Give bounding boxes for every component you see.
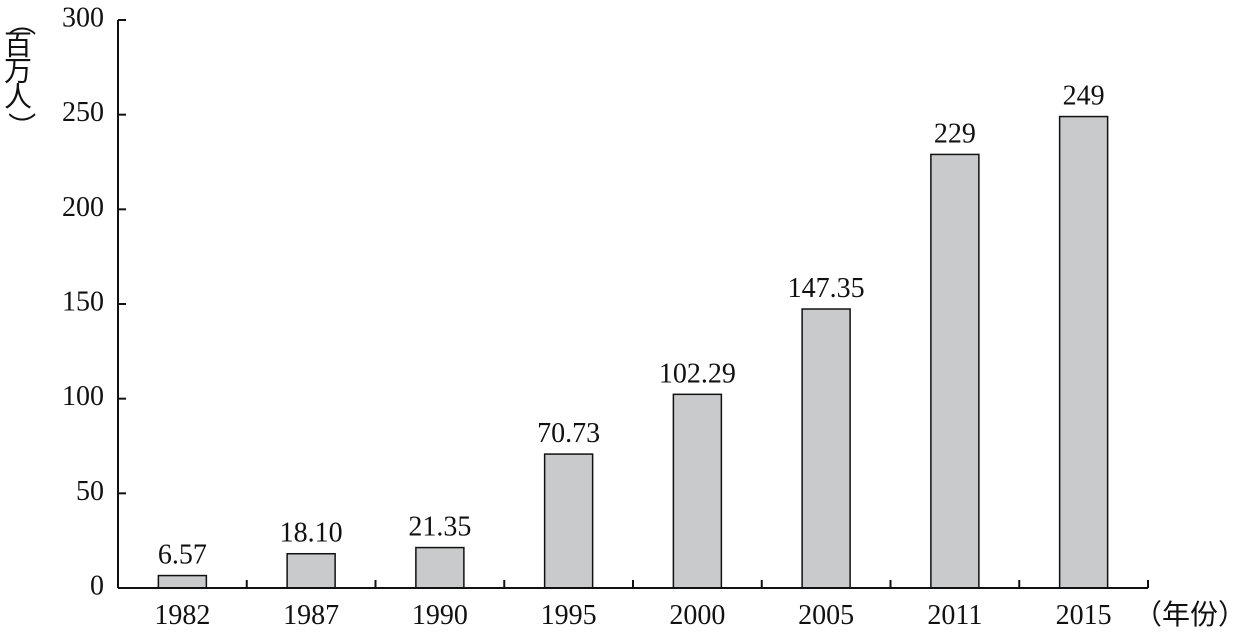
- y-tick-label: 50: [76, 476, 104, 507]
- data-label-1995: 70.73: [537, 418, 600, 449]
- bars-group: [157, 115, 1109, 589]
- x-axis-ticks: 1982 1987 1990 1995 2000 2005 2011 2015: [154, 580, 1149, 631]
- data-label-2011: 229: [934, 118, 976, 149]
- y-tick-label: 0: [90, 570, 104, 601]
- x-tick-label-2015: 2015: [1056, 600, 1112, 631]
- y-axis-ticks: 0 50 100 150 200 250 300: [62, 2, 126, 601]
- x-tick-label-2011: 2011: [927, 600, 982, 631]
- y-axis-title: （百万人）: [4, 8, 37, 140]
- y-axis-title-char: 百: [4, 30, 32, 61]
- y-axis-title-char: （: [5, 8, 37, 36]
- data-label-1990: 21.35: [408, 512, 471, 543]
- bar-1987: [286, 552, 336, 589]
- bar-1995: [543, 453, 594, 589]
- x-tick-label-1982: 1982: [154, 600, 210, 631]
- data-label-2015: 249: [1063, 81, 1105, 112]
- data-label-2005: 147.35: [788, 273, 865, 304]
- x-tick-label-1987: 1987: [283, 600, 339, 631]
- bar-2005: [801, 308, 851, 589]
- data-labels-group: 6.57 18.10 21.35 70.73 102.29 147.35 229 249: [158, 81, 1105, 571]
- data-label-1982: 6.57: [158, 540, 207, 571]
- x-tick-label-2005: 2005: [798, 600, 854, 631]
- bar-2000: [672, 393, 723, 589]
- y-axis-title-char: 万: [4, 56, 32, 87]
- data-label-2000: 102.29: [659, 358, 736, 389]
- bar-1982: [157, 574, 208, 589]
- y-tick-label: 300: [62, 2, 104, 33]
- x-axis-title: （年份）: [1134, 599, 1246, 631]
- x-tick-label-2000: 2000: [669, 600, 725, 631]
- y-axis-title-char: 人: [4, 82, 32, 113]
- y-tick-label: 250: [62, 97, 104, 128]
- y-tick-label: 200: [62, 192, 104, 223]
- y-tick-label: 100: [62, 381, 104, 412]
- x-tick-label-1990: 1990: [412, 600, 468, 631]
- data-label-1987: 18.10: [280, 518, 343, 549]
- x-tick-label-1995: 1995: [541, 600, 597, 631]
- y-axis-title-char: ）: [5, 112, 37, 140]
- y-tick-label: 150: [62, 286, 104, 317]
- bar-2015: [1058, 115, 1109, 589]
- bar-1990: [415, 546, 465, 589]
- bar-2011: [930, 153, 980, 589]
